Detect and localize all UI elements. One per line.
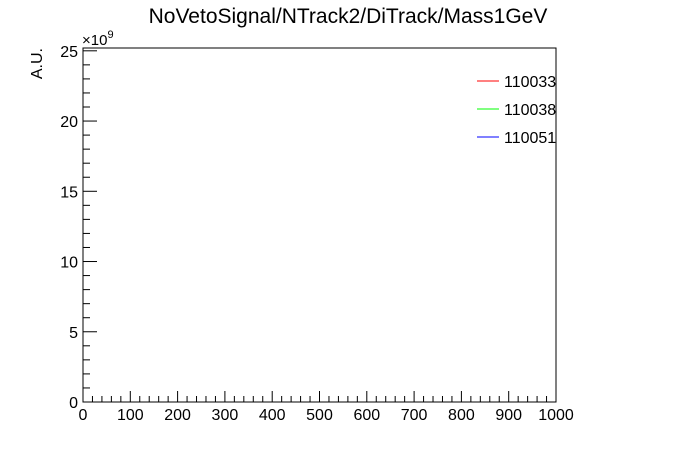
x-tick-label: 200	[164, 407, 191, 424]
y-tick-label: 0	[69, 395, 78, 412]
y-multiplier-exponent: 9	[107, 29, 113, 41]
legend-entry: 110033	[477, 74, 556, 91]
y-tick-label: 5	[69, 325, 78, 342]
legend-label: 110033	[504, 74, 556, 91]
x-tick-label: 100	[117, 407, 144, 424]
y-tick-label: 25	[60, 44, 78, 61]
legend-entry: 110051	[477, 130, 556, 147]
svg-text:×109: ×109	[82, 29, 114, 49]
x-tick-label: 900	[495, 407, 522, 424]
x-tick-label: 0	[79, 407, 88, 424]
y-axis-label: A.U.	[29, 48, 46, 79]
x-tick-label: 400	[259, 407, 286, 424]
x-tick-label: 1000	[538, 407, 574, 424]
x-tick-label: 500	[306, 407, 333, 424]
x-tick-label: 700	[401, 407, 428, 424]
legend-entry: 110038	[477, 102, 556, 119]
y-axis: 0 5 10 15 20 25	[60, 44, 97, 412]
x-tick-label: 600	[353, 407, 380, 424]
y-tick-label: 20	[60, 114, 78, 131]
y-tick-label: 10	[60, 255, 78, 272]
legend-label: 110038	[504, 102, 556, 119]
legend-label: 110051	[504, 130, 556, 147]
x-tick-label: 800	[448, 407, 475, 424]
y-axis-multiplier: ×109	[82, 29, 114, 49]
y-multiplier-base: ×10	[82, 32, 107, 49]
y-tick-label: 15	[60, 184, 78, 201]
legend: 110033 110038 110051	[477, 74, 556, 147]
x-axis: 0 100 200 300 400 500 600 700 800 900 1000	[79, 391, 574, 424]
chart-title: NoVetoSignal/NTrack2/DiTrack/Mass1GeV	[149, 5, 548, 28]
x-tick-label: 300	[212, 407, 239, 424]
plot-frame	[82, 47, 557, 403]
